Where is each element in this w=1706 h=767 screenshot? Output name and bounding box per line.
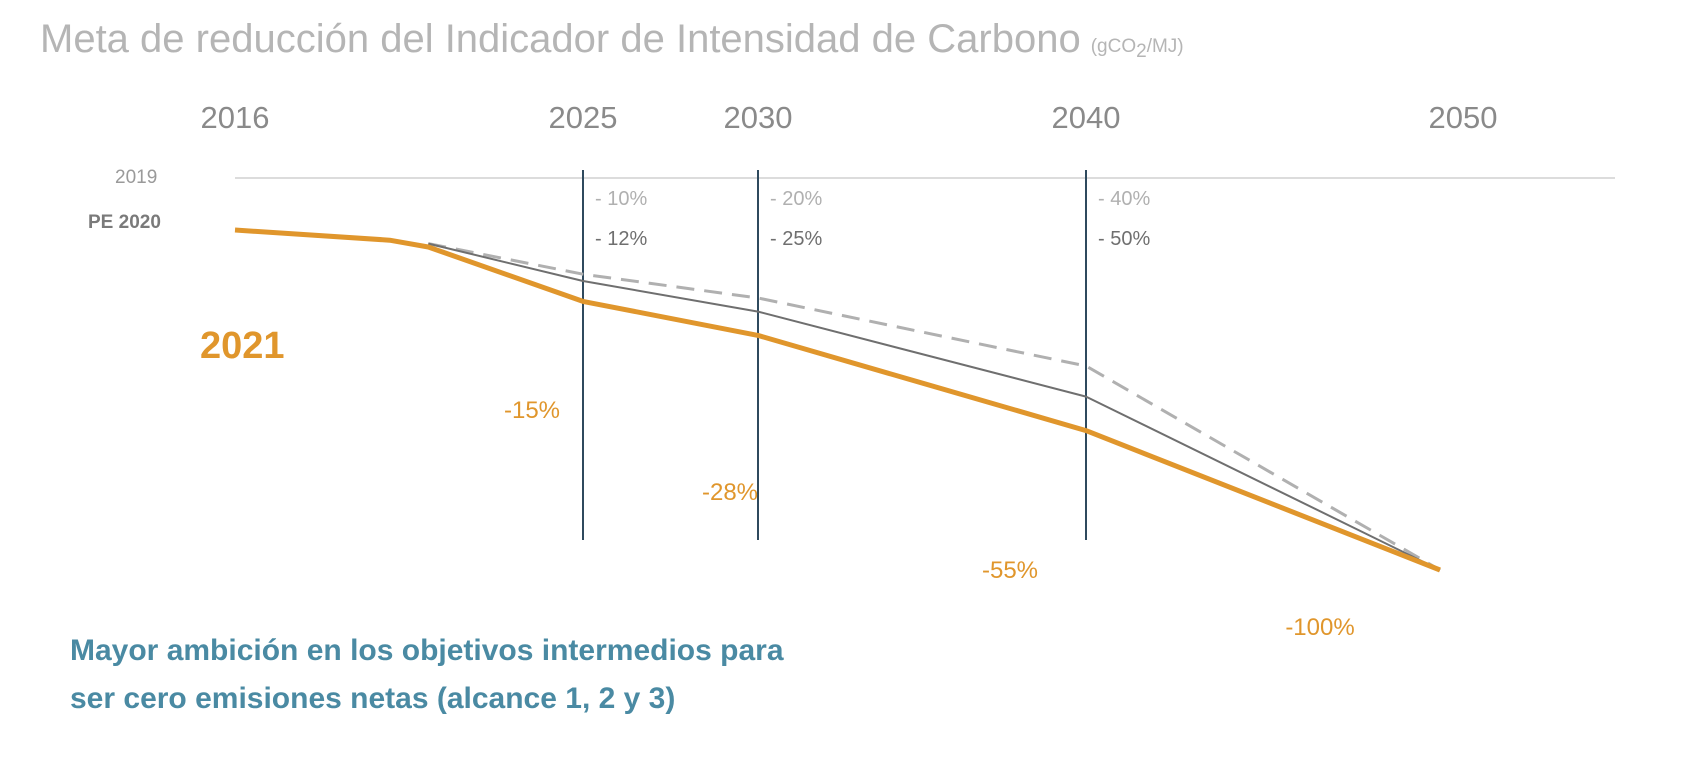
target-label-2019-2030: - 20% <box>770 188 822 210</box>
series-line-2019 <box>428 242 1441 572</box>
target-label-pe2020-2025: - 12% <box>595 228 647 250</box>
note-line-1: Mayor ambición en los objetivos intermed… <box>70 634 784 667</box>
series-label-2021: 2021 <box>200 325 285 367</box>
series-line-pe2020 <box>428 242 1441 571</box>
series-line-2021 <box>234 227 1441 573</box>
x-tick-label-2025: 2025 <box>549 100 618 135</box>
x-tick-label-2030: 2030 <box>724 100 793 135</box>
x-tick-label-2050: 2050 <box>1429 100 1498 135</box>
series-label-2019: 2019 <box>115 167 157 188</box>
target-label-2019-2025: - 10% <box>595 188 647 210</box>
chart-title: Meta de reducción del Indicador de Inten… <box>40 17 1184 62</box>
target-label-2021-0: -15% <box>504 397 560 424</box>
series-label-pe2020: PE 2020 <box>88 212 161 233</box>
target-label-2021-3: -100% <box>1285 614 1354 641</box>
x-tick-label-2040: 2040 <box>1052 100 1121 135</box>
target-label-pe2020-2040: - 50% <box>1098 228 1150 250</box>
target-label-2021-2: -55% <box>982 557 1038 584</box>
target-label-2019-2040: - 40% <box>1098 188 1150 210</box>
note-line-2: ser cero emisiones netas (alcance 1, 2 y… <box>70 682 675 715</box>
target-label-2021-1: -28% <box>702 479 758 506</box>
x-tick-label-2016: 2016 <box>201 100 270 135</box>
target-label-pe2020-2030: - 25% <box>770 228 822 250</box>
